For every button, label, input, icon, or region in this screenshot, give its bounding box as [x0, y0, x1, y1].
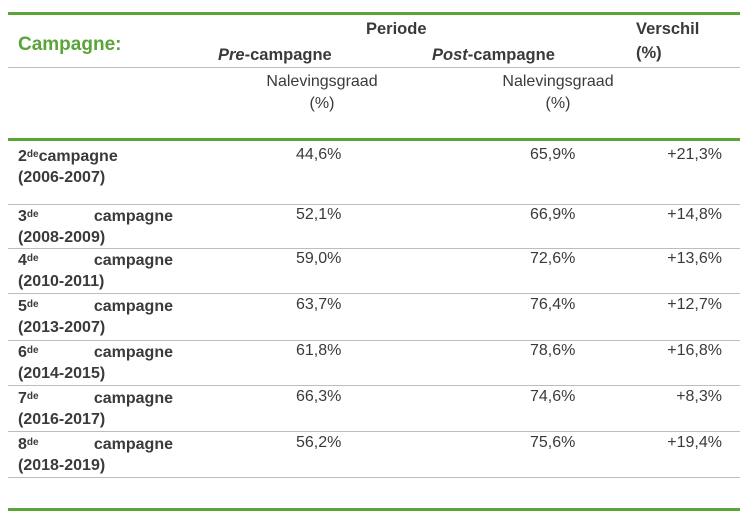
row-sup: de — [26, 345, 39, 356]
row-num: 6 — [18, 344, 27, 361]
data-top-border — [8, 138, 740, 141]
periode-header: Periode — [366, 20, 427, 38]
diff-value: +13,6% — [667, 250, 722, 267]
pre-rest: -campagne — [244, 46, 332, 64]
post-metric-unit: (%) — [545, 95, 571, 112]
table-row-campaign: 6de campagne (2014-2015) — [18, 342, 173, 384]
row-divider — [8, 340, 740, 341]
row-word: campagne — [93, 344, 173, 361]
post-metric-subheader: Nalevingsgraad (%) — [484, 71, 632, 115]
diff-value: +21,3% — [667, 146, 722, 163]
pre-value: 61,8% — [296, 342, 342, 359]
post-value: 75,6% — [530, 434, 576, 451]
row-years: (2016-2017) — [18, 411, 106, 428]
table-row-campaign: 5de campagne (2013-2007) — [18, 296, 173, 338]
table-row-campaign: 2decampagne (2006-2007) — [18, 146, 173, 188]
pre-value: 66,3% — [296, 388, 342, 405]
row-divider — [8, 204, 740, 205]
row-num: 8 — [18, 436, 27, 453]
row-sup: de — [26, 437, 39, 448]
row-word: campagne — [93, 436, 173, 453]
row-years: (2010-2011) — [18, 273, 105, 290]
row-num: 2 — [18, 148, 27, 165]
pre-value: 59,0% — [296, 250, 342, 267]
post-value: 66,9% — [530, 206, 576, 223]
row-divider — [8, 477, 740, 478]
pre-value: 56,2% — [296, 434, 342, 451]
row-sup: de — [26, 149, 39, 160]
post-italic: Post — [432, 46, 468, 64]
row-word: campagne — [93, 298, 173, 315]
pre-campagne-header: Pre-campagne — [218, 46, 332, 65]
pre-value: 44,6% — [296, 146, 342, 163]
header-divider — [8, 67, 740, 68]
diff-value: +8,3% — [676, 388, 722, 405]
diff-value: +14,8% — [667, 206, 722, 223]
row-word: campagne — [93, 252, 173, 269]
row-word: campagne — [38, 148, 118, 165]
pre-value: 63,7% — [296, 296, 342, 313]
post-campagne-header: Post-campagne — [432, 46, 555, 65]
pre-metric-unit: (%) — [309, 95, 335, 112]
row-sup: de — [26, 253, 39, 264]
row-divider — [8, 248, 740, 249]
row-sup: de — [26, 209, 39, 220]
row-years: (2008-2009) — [18, 229, 106, 246]
diff-value: +19,4% — [667, 434, 722, 451]
post-value: 74,6% — [530, 388, 576, 405]
row-num: 5 — [18, 298, 27, 315]
row-sup: de — [26, 299, 39, 310]
pre-italic: Pre — [218, 46, 245, 64]
row-years: (2014-2015) — [18, 365, 106, 382]
campagne-header: Campagne: — [18, 34, 122, 55]
row-num: 3 — [18, 208, 27, 225]
row-word: campagne — [93, 390, 173, 407]
row-num: 7 — [18, 390, 27, 407]
post-rest: -campagne — [467, 46, 555, 64]
row-divider — [8, 385, 740, 386]
post-value: 65,9% — [530, 146, 576, 163]
pre-metric-label: Nalevingsgraad — [266, 73, 378, 90]
row-sup: de — [26, 391, 39, 402]
diff-value: +12,7% — [667, 296, 722, 313]
post-value: 76,4% — [530, 296, 576, 313]
row-num: 4 — [18, 252, 27, 269]
row-word: campagne — [93, 208, 173, 225]
table-row-campaign: 8de campagne (2018-2019) — [18, 434, 173, 476]
row-years: (2018-2019) — [18, 457, 106, 474]
top-border — [8, 12, 740, 15]
row-years: (2006-2007) — [18, 169, 106, 186]
row-divider — [8, 431, 740, 432]
table-row-campaign: 3de campagne (2008-2009) — [18, 206, 173, 248]
post-value: 78,6% — [530, 342, 576, 359]
post-value: 72,6% — [530, 250, 576, 267]
bottom-border — [8, 508, 740, 511]
table-row-campaign: 7de campagne (2016-2017) — [18, 388, 173, 430]
pre-metric-subheader: Nalevingsgraad (%) — [248, 71, 396, 115]
post-metric-label: Nalevingsgraad — [502, 73, 614, 90]
diff-value: +16,8% — [667, 342, 722, 359]
pre-value: 52,1% — [296, 206, 342, 223]
verschil-unit: (%) — [636, 44, 662, 62]
verschil-header: Verschil — [636, 20, 700, 38]
row-years: (2013-2007) — [18, 319, 106, 336]
row-divider — [8, 293, 740, 294]
table-row-campaign: 4de campagne (2010-2011) — [18, 250, 173, 292]
